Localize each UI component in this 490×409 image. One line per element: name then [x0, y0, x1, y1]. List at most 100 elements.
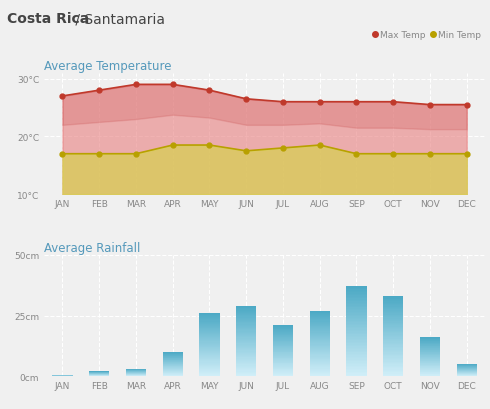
- Bar: [383, 307, 403, 308]
- Bar: [346, 324, 367, 326]
- Bar: [346, 326, 367, 327]
- Bar: [236, 352, 256, 353]
- Bar: [199, 365, 220, 366]
- Bar: [199, 371, 220, 372]
- Bar: [236, 313, 256, 314]
- Bar: [199, 333, 220, 334]
- Bar: [383, 323, 403, 324]
- Bar: [346, 319, 367, 321]
- Bar: [346, 288, 367, 290]
- Bar: [310, 358, 330, 359]
- Bar: [346, 348, 367, 349]
- Bar: [310, 375, 330, 376]
- Bar: [199, 315, 220, 317]
- Bar: [420, 339, 440, 340]
- Bar: [383, 344, 403, 346]
- Bar: [199, 354, 220, 355]
- Bar: [236, 359, 256, 360]
- Bar: [310, 339, 330, 340]
- Bar: [236, 357, 256, 359]
- Text: / Santamaria: / Santamaria: [71, 12, 165, 26]
- Bar: [420, 363, 440, 364]
- Bar: [420, 358, 440, 359]
- Bar: [199, 341, 220, 342]
- Bar: [236, 369, 256, 371]
- Bar: [310, 316, 330, 317]
- Bar: [310, 315, 330, 316]
- Bar: [199, 369, 220, 370]
- Bar: [383, 303, 403, 304]
- Bar: [310, 345, 330, 346]
- Bar: [199, 319, 220, 321]
- Bar: [346, 331, 367, 333]
- Bar: [383, 340, 403, 342]
- Bar: [199, 330, 220, 331]
- Bar: [273, 334, 293, 335]
- Bar: [310, 364, 330, 365]
- Bar: [346, 344, 367, 345]
- Bar: [346, 355, 367, 357]
- Bar: [383, 331, 403, 333]
- Bar: [420, 356, 440, 357]
- Bar: [236, 335, 256, 337]
- Bar: [273, 366, 293, 367]
- Bar: [273, 352, 293, 353]
- Bar: [420, 354, 440, 355]
- Bar: [346, 360, 367, 361]
- Bar: [236, 374, 256, 375]
- Bar: [383, 354, 403, 355]
- Bar: [310, 333, 330, 334]
- Bar: [420, 351, 440, 352]
- Bar: [199, 334, 220, 335]
- Bar: [236, 366, 256, 367]
- Bar: [273, 370, 293, 371]
- Bar: [346, 328, 367, 330]
- Bar: [199, 323, 220, 324]
- Bar: [199, 325, 220, 326]
- Bar: [346, 342, 367, 344]
- Bar: [346, 321, 367, 323]
- Bar: [236, 356, 256, 357]
- Bar: [310, 324, 330, 325]
- Bar: [310, 336, 330, 337]
- Bar: [310, 314, 330, 315]
- Bar: [310, 328, 330, 329]
- Bar: [383, 326, 403, 327]
- Bar: [310, 337, 330, 338]
- Bar: [383, 371, 403, 372]
- Bar: [383, 315, 403, 316]
- Bar: [346, 335, 367, 336]
- Bar: [199, 326, 220, 327]
- Bar: [346, 305, 367, 306]
- Bar: [273, 341, 293, 342]
- Bar: [346, 375, 367, 376]
- Bar: [383, 348, 403, 350]
- Bar: [310, 365, 330, 366]
- Bar: [236, 315, 256, 317]
- Bar: [236, 314, 256, 315]
- Bar: [236, 353, 256, 354]
- Bar: [383, 300, 403, 302]
- Bar: [273, 326, 293, 327]
- Bar: [346, 349, 367, 351]
- Bar: [236, 342, 256, 344]
- Bar: [310, 369, 330, 370]
- Bar: [236, 306, 256, 307]
- Bar: [383, 367, 403, 368]
- Bar: [383, 375, 403, 376]
- Bar: [236, 334, 256, 335]
- Bar: [420, 355, 440, 356]
- Text: Average Temperature: Average Temperature: [44, 59, 172, 72]
- Bar: [420, 348, 440, 349]
- Bar: [383, 339, 403, 340]
- Bar: [310, 321, 330, 322]
- Bar: [420, 340, 440, 341]
- Bar: [199, 324, 220, 325]
- Bar: [346, 337, 367, 339]
- Bar: [273, 360, 293, 361]
- Bar: [236, 307, 256, 308]
- Bar: [420, 360, 440, 361]
- Bar: [383, 324, 403, 326]
- Bar: [236, 318, 256, 319]
- Bar: [383, 327, 403, 328]
